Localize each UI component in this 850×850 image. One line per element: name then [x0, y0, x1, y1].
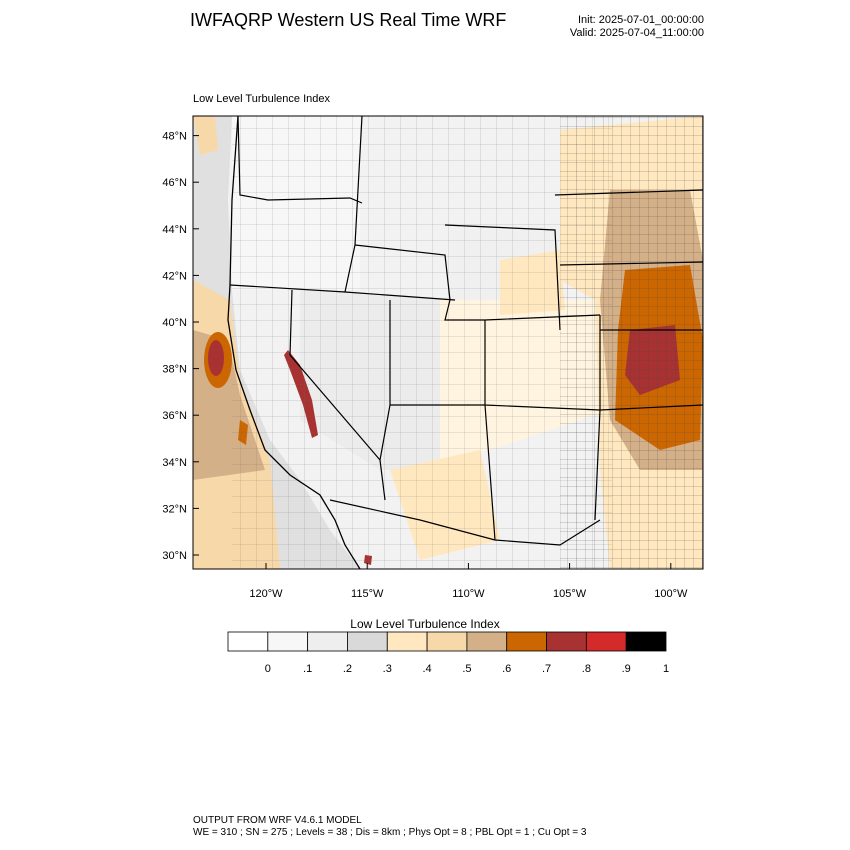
coastline [227, 116, 361, 569]
colorbar-swatch [585, 631, 627, 652]
ca-nv-boundary [289, 289, 386, 501]
mexico-border [329, 499, 601, 546]
colorbar-swatch [625, 631, 667, 652]
colorbar-swatch [506, 631, 547, 652]
lon-label: 115°W [351, 588, 384, 600]
lon-label: 110°W [452, 588, 485, 600]
lat-label: 46°N [162, 177, 187, 189]
lon-label: 100°W [654, 588, 688, 600]
field-title: Low Level Turbulence Index [193, 93, 330, 105]
county-lines-west [232, 116, 612, 569]
lat-label: 32°N [162, 503, 187, 515]
colorbar-label: .1 [303, 663, 313, 675]
init-time: Init: 2025-07-01_00:00:00 [578, 14, 704, 26]
valid-time: Valid: 2025-07-04_11:00:00 [569, 27, 704, 39]
county-lines-plains [560, 116, 703, 569]
model-info-line1: OUTPUT FROM WRF V4.6.1 MODEL [193, 815, 362, 826]
nd-sd-boundary [554, 189, 703, 196]
map-plot-area [193, 116, 703, 569]
lat-label: 36°N [162, 410, 187, 422]
lat-label: 38°N [162, 364, 187, 376]
colorbar-label: .4 [422, 663, 432, 675]
colorbar-swatch [426, 631, 468, 652]
lon-label: 120°W [249, 588, 283, 600]
colorbar-label: .8 [581, 663, 591, 675]
offshore-max-inner [208, 340, 224, 376]
wa-or-boundary [237, 116, 363, 204]
colorbar-label: 1 [662, 663, 670, 675]
lat-label: 34°N [162, 457, 187, 469]
nv-ut-boundary [379, 300, 391, 461]
id-mt-boundary [354, 244, 451, 301]
nw-coastal-patch [193, 116, 218, 155]
model-info-line2: WE = 310 ; SN = 275 ; Levels = 38 ; Dis … [193, 827, 587, 838]
lat-label: 44°N [162, 224, 187, 236]
wy-boundary [444, 224, 561, 331]
colorbar-swatch [546, 631, 587, 652]
colorbar-swatch [386, 631, 428, 652]
colorbar-label: .2 [342, 663, 353, 675]
lat-label: 30°N [162, 550, 187, 562]
colorbar-swatch [347, 631, 388, 652]
colorbar-label: .6 [502, 663, 512, 675]
colorbar-label: 0 [264, 663, 271, 675]
lat-label: 48°N [162, 131, 187, 143]
map-frame [192, 115, 704, 570]
sd-ne-boundary [559, 261, 703, 266]
latitude-axis: 30°N 32°N 34°N 36°N 38°N 40°N 42°N 44°N 46°N 48°N [162, 131, 199, 562]
main-title: IWFAQRP Western US Real Time WRF [190, 10, 507, 30]
colorbar-swatch [267, 631, 309, 652]
colorbar-label: .3 [382, 663, 392, 675]
colorbar-label: .9 [621, 663, 631, 675]
longitude-axis: 120°W 115°W 110°W 105°W 100°W [249, 563, 688, 600]
ks-ok-boundary [599, 404, 703, 411]
colorbar-label: .5 [462, 663, 472, 675]
colorbar-swatch [466, 631, 508, 652]
lat-label: 42°N [162, 270, 187, 282]
state-boundaries [229, 116, 703, 546]
az-nm-boundary [484, 404, 496, 541]
colorbar-label: .7 [541, 663, 552, 675]
co-ut-north [444, 299, 601, 321]
lon-label: 105°W [553, 588, 587, 600]
colorbar-swatch [227, 631, 269, 652]
colorbar-title: Low Level Turbulence Index [350, 617, 500, 631]
lat-label: 40°N [162, 317, 187, 329]
colorbar-swatch [307, 631, 348, 652]
